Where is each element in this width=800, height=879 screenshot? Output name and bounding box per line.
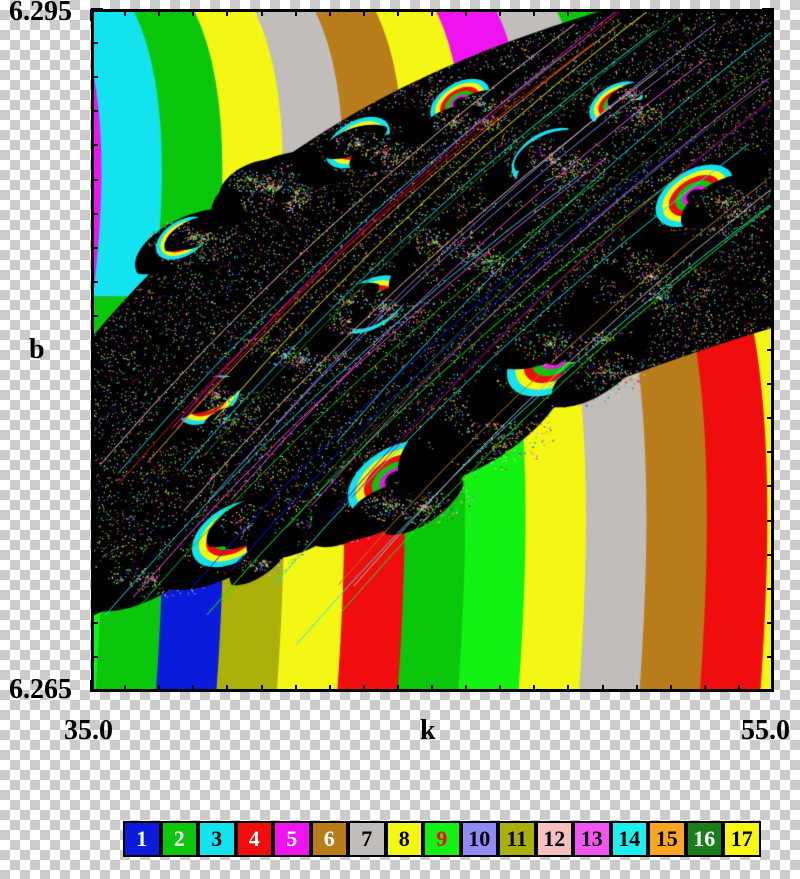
- legend-swatch-3: 3: [198, 821, 236, 857]
- plot-area: [91, 9, 774, 692]
- legend-swatch-16: 16: [686, 821, 724, 857]
- legend-swatch-2: 2: [161, 821, 199, 857]
- color-legend: 1234567891011121314151617: [123, 821, 761, 857]
- legend-swatch-4: 4: [236, 821, 274, 857]
- legend-swatch-14: 14: [611, 821, 649, 857]
- legend-swatch-10: 10: [461, 821, 499, 857]
- legend-swatch-11: 11: [498, 821, 536, 857]
- legend-swatch-17: 17: [723, 821, 761, 857]
- legend-swatch-15: 15: [648, 821, 686, 857]
- legend-swatch-12: 12: [536, 821, 574, 857]
- x-tick-max: 55.0: [741, 715, 790, 747]
- y-axis-label: b: [29, 334, 45, 366]
- legend-swatch-5: 5: [273, 821, 311, 857]
- figure: 6.295 6.265 b 35.0 55.0 k 12345678910111…: [0, 0, 800, 879]
- legend-swatch-1: 1: [123, 821, 161, 857]
- legend-swatch-7: 7: [348, 821, 386, 857]
- legend-swatch-9: 9: [423, 821, 461, 857]
- legend-swatch-8: 8: [386, 821, 424, 857]
- x-tick-min: 35.0: [64, 715, 113, 747]
- legend-swatch-13: 13: [573, 821, 611, 857]
- x-axis-label: k: [420, 715, 436, 747]
- y-tick-min: 6.265: [9, 674, 72, 706]
- basin-map-canvas: [94, 12, 771, 689]
- y-tick-max: 6.295: [9, 0, 72, 28]
- legend-swatch-6: 6: [311, 821, 349, 857]
